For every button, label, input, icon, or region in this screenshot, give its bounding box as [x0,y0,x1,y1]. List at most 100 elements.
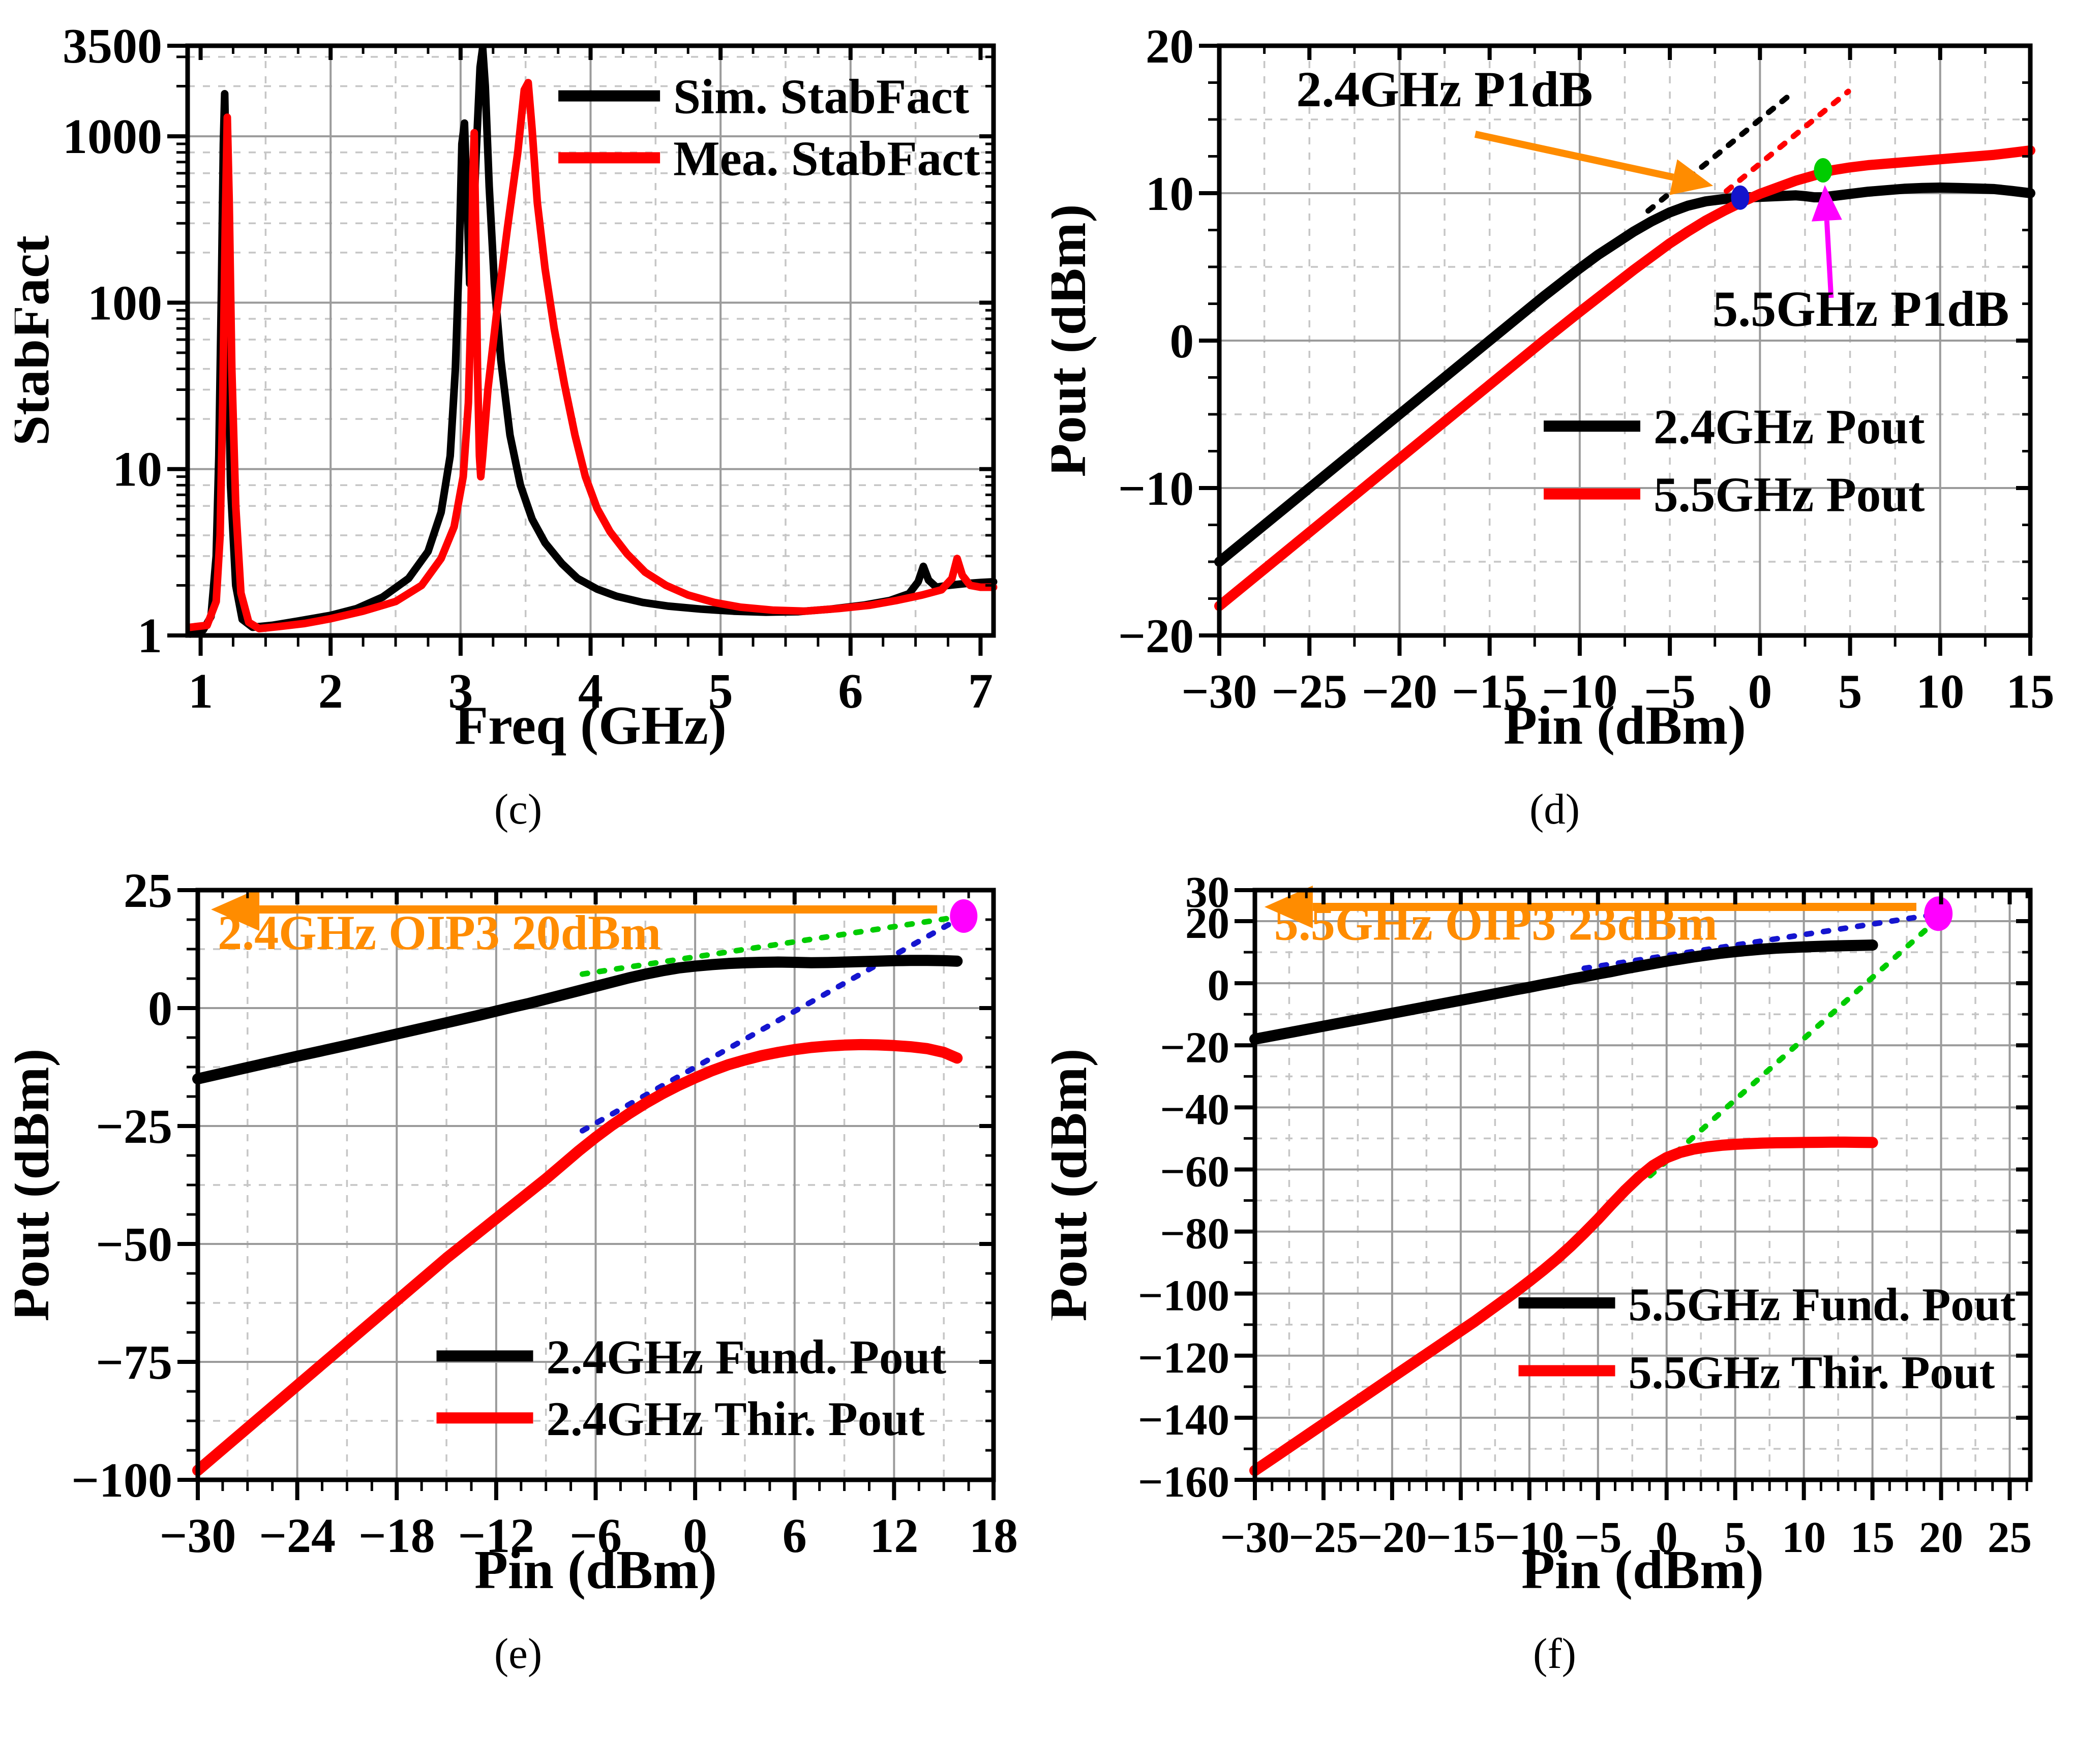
c-y-tick-label: 100 [87,276,162,330]
f-oip3-arrow [1264,885,1916,928]
f-plot: 5.5GHz OIP3 23dBm−30−25−20−15−10 −5 0 5 10 15… [1051,867,2032,1600]
d-grid [1219,46,2030,635]
d-aux-black-gain-extension [1645,88,1797,214]
e-y-tick-label: 0 [148,981,172,1036]
c-legend-label: Mea. StabFact [673,131,980,186]
d-p1db-2g4-point [1730,185,1749,210]
e-x-tick-label: −30 [160,1508,236,1563]
e-y-tick-label: −50 [96,1217,172,1271]
e-y-tick-label: −100 [71,1453,172,1507]
panel-d: 2.4GHz P1dB 5.5GHz P1dB −30 −25 −20 −15 −10 −5 0… [1036,18,2073,834]
d-x-tick-label: −20 [1361,664,1437,718]
e-x-tick-label: 18 [969,1508,1018,1563]
f-legend-label: 5.5GHz Fund. Pout [1628,1279,2016,1330]
c-y-tick-label: 10 [112,442,162,497]
e-y-tick-label: −75 [96,1335,172,1389]
d-series-curve [1214,145,2035,611]
d-y-tick-label: −10 [1118,462,1193,515]
e-legend-label: 2.4GHz Thir. Pout [547,1392,925,1446]
e-series-curve [192,955,963,1085]
d-legend: 2.4GHz Pout 5.5GHz Pout [1543,400,1925,522]
c-y-tick-label: 1000 [63,109,162,164]
f-x-tick-label: 0 [1655,1512,1677,1562]
caption-f: (f) [1533,1630,1576,1678]
f-series-curve [1249,1136,1878,1476]
chart-oip3-5g5: 5.5GHz OIP3 23dBm−30−25−20−15−10 −5 0 5 10 15… [1051,867,2032,1600]
f-x-tick-label: 5 [1724,1512,1746,1562]
f-y-tick-label: −140 [1137,1395,1229,1444]
panel-c: 1 2 3 4 5 6 7 1 10 100 1000 3500 Freq (GHz) StabFact S… [0,18,1036,834]
f-x-tick-label: 15 [1850,1512,1895,1562]
d-x-tick-label: −30 [1181,664,1257,718]
f-x-axis-label: Pin (dBm) [1521,1540,1763,1600]
f-x-tick-label: −30 [1220,1512,1289,1562]
d-y-axis-label: Pout (dBm) [1051,204,1097,477]
f-legend: 5.5GHz Fund. Pout 5.5GHz Thir. Pout [1518,1279,2016,1398]
d-x-tick-label: 10 [1916,664,1964,718]
e-x-axis-label: Pin (dBm) [474,1540,717,1600]
c-y-tick-label: 1 [137,609,162,663]
e-x-tick-label: 0 [683,1508,707,1563]
f-x-tick-label: 20 [1919,1512,1963,1562]
c-y-tick-label: 3500 [63,19,162,74]
e-x-tick-label: −12 [458,1508,535,1563]
d-x-tick-label: 0 [1748,664,1772,718]
e-plot: 2.4GHz OIP3 20dBm −30 −24 −18 −12 −6 0 6 12 18 −10… [15,863,1018,1600]
d-x-tick-label: −10 [1542,664,1617,718]
f-y-tick-label: −20 [1160,1022,1229,1072]
caption-d: (d) [1529,785,1580,833]
e-annotation: 2.4GHz OIP3 20dBm [218,905,661,960]
d-x-tick-label: −15 [1452,664,1527,718]
c-x-tick-label: 4 [578,664,603,719]
f-y-tick-label: −120 [1137,1333,1229,1382]
f-y-tick-label: 20 [1185,898,1229,948]
chart-oip3-2g4: 2.4GHz OIP3 20dBm −30 −24 −18 −12 −6 0 6 12 18 −10… [15,863,1018,1600]
e-y-axis-label: Pout (dBm) [15,1049,61,1322]
panel-f: 5.5GHz OIP3 23dBm −30 −25 −20 −15 −10 −5 0 5 10 15… [1036,862,2073,1679]
f-y-axis-label: Pout (dBm) [1051,1049,1098,1322]
f-x-tick-label: 10 [1782,1512,1826,1562]
f-x-tick-label: −20 [1357,1512,1427,1562]
d-x-axis-label: Pin (dBm) [1503,695,1746,756]
e-oip3-arrow [211,888,938,931]
f-annotation: 5.5GHz OIP3 23dBm [1274,896,1717,951]
d-annotation: 2.4GHz P1dB [1296,61,1593,117]
d-x-tick-label: 15 [2006,664,2054,718]
d-y-tick-label: 10 [1146,167,1194,221]
c-plot: 1 2 3 4 5 6 7 1 10 100 1000 3500 Freq (GHz) StabFact S… [15,19,998,756]
d-annotation: 5.5GHz P1dB [1713,281,2009,337]
e-x-tick-label: 12 [869,1508,918,1563]
d-legend-label: 5.5GHz Pout [1654,468,1925,522]
f-aux-fund-extension [1581,911,1938,971]
e-oip3-point [950,899,978,933]
d-plot: 2.4GHz P1dB 5.5GHz P1dB −30 −25 −20 −15 −10 −5 0… [1051,19,2055,756]
c-grid [188,46,994,635]
d-legend-label: 2.4GHz Pout [1654,400,1925,454]
c-x-tick-label: 6 [838,664,863,719]
f-y-tick-label: −60 [1160,1146,1229,1196]
c-x-tick-label: 2 [318,664,343,719]
f-y-tick-label: 0 [1207,960,1229,1010]
d-x-tick-label: 5 [1838,664,1862,718]
d-y-tick-label: 20 [1146,19,1194,73]
f-y-tick-label: −40 [1160,1084,1229,1134]
figure-grid: 1 2 3 4 5 6 7 1 10 100 1000 3500 Freq (GHz) StabFact S… [0,18,2073,1679]
f-legend-label: 5.5GHz Thir. Pout [1628,1346,1995,1398]
e-x-tick-label: −6 [569,1508,622,1563]
f-x-tick-label: −15 [1426,1512,1495,1562]
c-x-tick-label: 7 [968,664,993,719]
d-y-tick-label: −20 [1118,609,1193,663]
chart-stabfact: 1 2 3 4 5 6 7 1 10 100 1000 3500 Freq (GHz) StabFact S… [15,19,998,756]
panel-e: 2.4GHz OIP3 20dBm −30 −24 −18 −12 −6 0 6 12 18 −10… [0,862,1036,1679]
c-x-axis-label: Freq (GHz) [455,695,727,756]
c-x-tick-label: 1 [188,664,213,719]
c-x-tick-label: 3 [448,664,473,719]
d-p1db-5g5-point [1813,158,1832,183]
e-x-tick-label: −18 [358,1508,435,1563]
e-x-tick-label: 6 [783,1508,807,1563]
f-x-tick-label: −5 [1574,1512,1621,1562]
e-aux-fund-extension [579,913,967,977]
f-y-tick-label: −100 [1137,1271,1229,1320]
f-series-curve [1249,939,1878,1045]
e-legend: 2.4GHz Fund. Pout 2.4GHz Thir. Pout [436,1330,946,1446]
